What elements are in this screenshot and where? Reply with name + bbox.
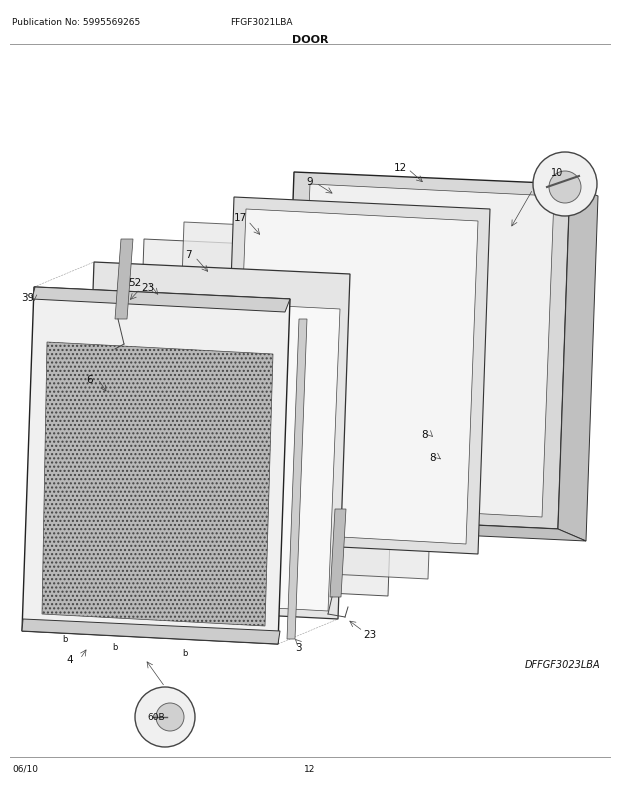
Text: 12: 12 xyxy=(304,764,316,773)
Text: DFFGF3023LBA: DFFGF3023LBA xyxy=(525,659,600,669)
Polygon shape xyxy=(42,342,273,626)
Text: 23: 23 xyxy=(363,630,376,639)
Polygon shape xyxy=(282,516,586,541)
Polygon shape xyxy=(298,184,554,517)
Text: b: b xyxy=(182,649,188,658)
Text: 10: 10 xyxy=(551,168,563,178)
Polygon shape xyxy=(558,184,598,541)
Text: 6: 6 xyxy=(87,375,94,384)
Circle shape xyxy=(549,172,581,204)
Polygon shape xyxy=(282,172,570,529)
Polygon shape xyxy=(222,198,490,554)
Text: 8: 8 xyxy=(430,452,436,463)
Polygon shape xyxy=(287,320,307,639)
Text: 3: 3 xyxy=(294,642,301,652)
Text: 23: 23 xyxy=(141,282,154,293)
Text: 17: 17 xyxy=(233,213,247,223)
Text: FFGF3021LBA: FFGF3021LBA xyxy=(230,18,293,27)
Polygon shape xyxy=(234,210,478,545)
Polygon shape xyxy=(22,619,280,644)
Text: 39: 39 xyxy=(21,293,35,302)
Polygon shape xyxy=(115,240,133,320)
Text: 06/10: 06/10 xyxy=(12,764,38,773)
Text: 8: 8 xyxy=(422,429,428,439)
Text: Publication No: 5995569265: Publication No: 5995569265 xyxy=(12,18,140,27)
Polygon shape xyxy=(102,565,164,596)
Text: DOOR: DOOR xyxy=(292,35,328,45)
Polygon shape xyxy=(22,288,290,644)
Text: b: b xyxy=(63,634,68,644)
Polygon shape xyxy=(32,288,290,313)
Circle shape xyxy=(533,153,597,217)
Polygon shape xyxy=(132,240,400,596)
Text: 12: 12 xyxy=(393,163,407,172)
Polygon shape xyxy=(92,298,340,611)
Text: 4: 4 xyxy=(67,654,73,664)
Text: 60B: 60B xyxy=(147,713,165,722)
Polygon shape xyxy=(330,509,346,597)
Polygon shape xyxy=(172,223,440,579)
Text: 9: 9 xyxy=(307,176,313,187)
Polygon shape xyxy=(82,263,350,619)
Circle shape xyxy=(135,687,195,747)
Text: 7: 7 xyxy=(185,249,192,260)
Circle shape xyxy=(156,703,184,731)
Text: b: b xyxy=(112,642,118,652)
Text: 52: 52 xyxy=(128,277,141,288)
